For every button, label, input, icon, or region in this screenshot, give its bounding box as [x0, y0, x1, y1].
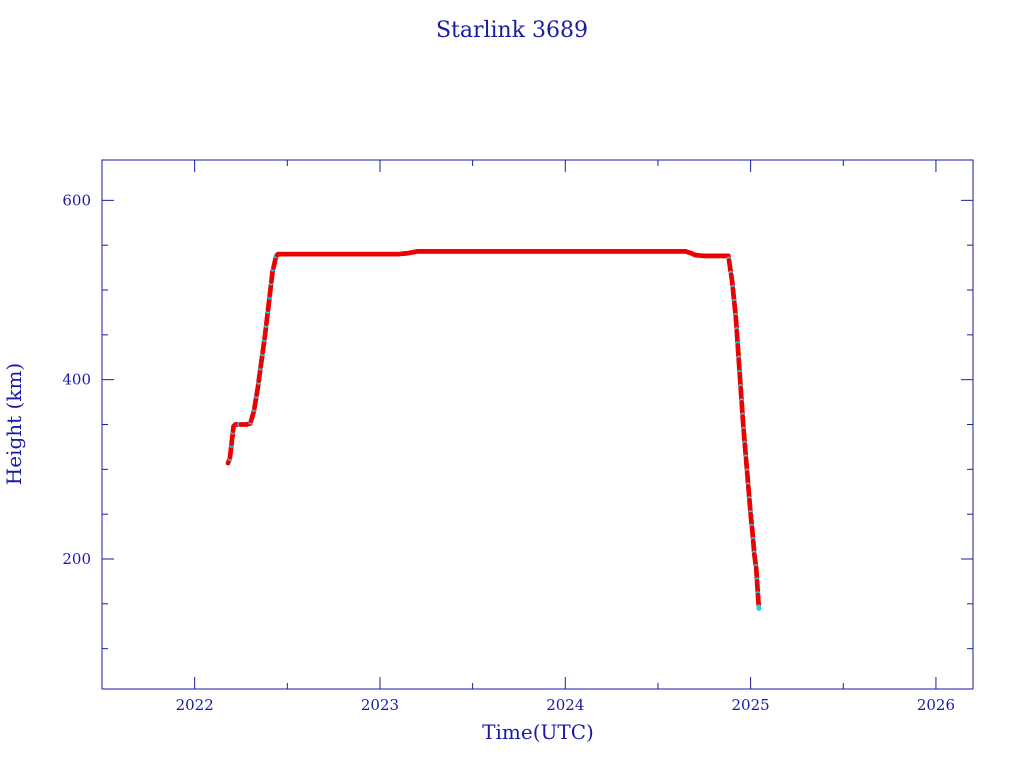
data-points: [225, 249, 762, 611]
y-tick-label: 600: [62, 191, 91, 209]
axis-ticks: [101, 160, 973, 689]
y-tick-label: 400: [62, 371, 91, 389]
y-axis-label: Height (km): [2, 363, 26, 485]
x-tick-label: 2025: [732, 696, 770, 714]
x-tick-label: 2022: [176, 696, 214, 714]
x-axis-label: Time(UTC): [482, 720, 594, 744]
x-tick-label: 2024: [546, 696, 584, 714]
tick-labels: 2022 2023 2024 2025 2026 200 400 600: [62, 191, 955, 714]
chart-title: Starlink 3689: [436, 18, 588, 43]
data-point: [756, 605, 762, 611]
x-tick-label: 2023: [361, 696, 399, 714]
y-tick-label: 200: [62, 550, 91, 568]
x-tick-label: 2026: [917, 696, 955, 714]
